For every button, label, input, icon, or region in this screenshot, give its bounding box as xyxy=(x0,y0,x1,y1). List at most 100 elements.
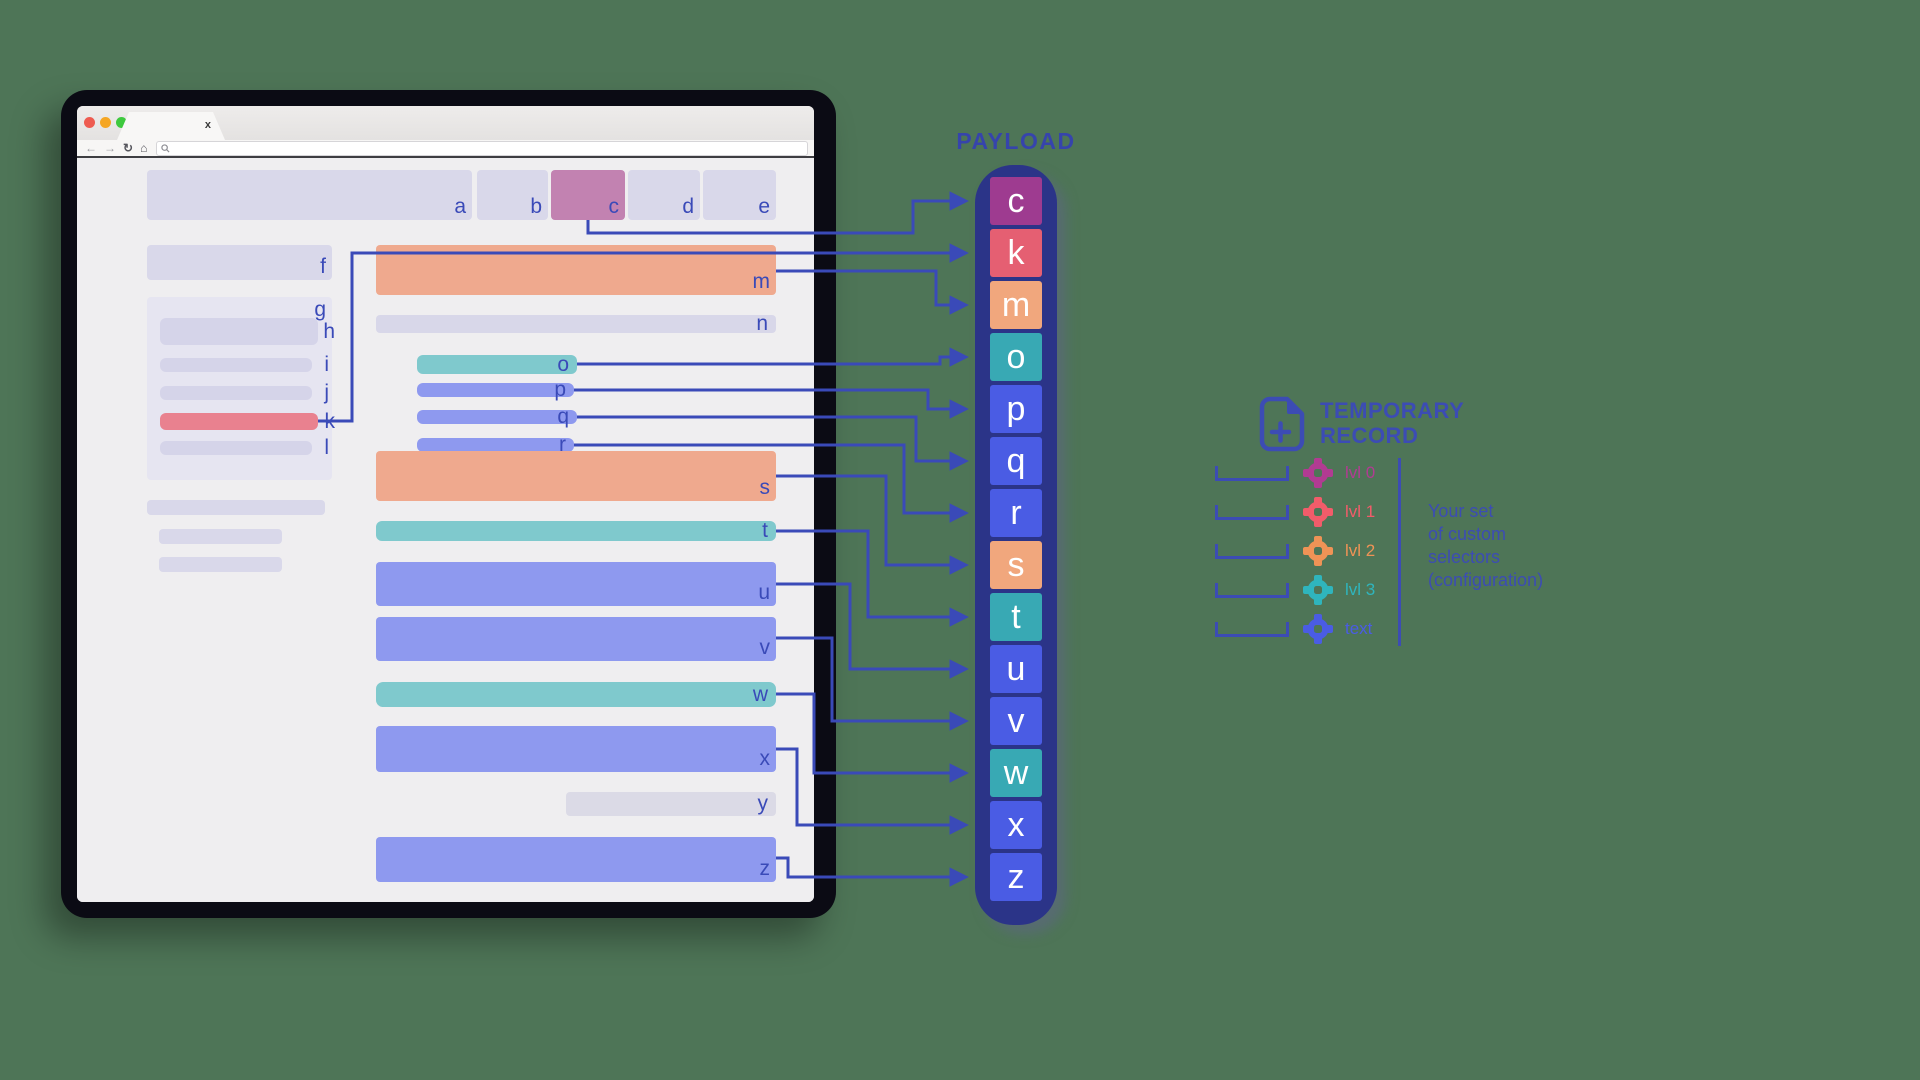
page-block-r: r xyxy=(417,433,574,456)
payload-item-c: c xyxy=(990,177,1042,225)
page-block-t: t xyxy=(376,519,776,542)
page-block-d: d xyxy=(628,170,700,220)
payload-item-u: u xyxy=(990,645,1042,693)
page-block-b: b xyxy=(477,170,548,220)
sidebar-bar xyxy=(159,557,282,572)
page-block-o: o xyxy=(417,352,577,376)
page-block-p: p xyxy=(417,378,574,401)
block-label-q: q xyxy=(557,405,569,428)
block-label-y: y xyxy=(757,792,769,815)
back-icon[interactable]: ← xyxy=(85,141,97,155)
page-block-m: m xyxy=(376,245,776,295)
payload-item-x: x xyxy=(990,801,1042,849)
close-traffic-light-icon[interactable] xyxy=(84,117,95,128)
block-label-k: k xyxy=(324,409,336,433)
block-label-e: e xyxy=(758,195,770,218)
block-label-c: c xyxy=(608,195,620,218)
page-block-e: e xyxy=(703,170,776,220)
page-block-v: v xyxy=(376,617,776,661)
payload-item-t: t xyxy=(990,593,1042,641)
block-label-z: z xyxy=(759,857,771,880)
browser-titlebar: x xyxy=(77,106,814,140)
legend-label-text: text xyxy=(1345,619,1373,638)
maximize-traffic-light-icon[interactable] xyxy=(116,117,127,128)
legend-label-lvl3: lvl 3 xyxy=(1345,580,1376,599)
payload-item-v: v xyxy=(990,697,1042,745)
selector-target-icon-text xyxy=(1303,614,1333,644)
legend-divider xyxy=(1398,458,1401,646)
search-icon xyxy=(161,143,170,153)
legend-bracket xyxy=(1215,622,1289,637)
payload-item-s: s xyxy=(990,541,1042,589)
legend-bracket xyxy=(1215,466,1289,481)
block-label-v: v xyxy=(759,636,771,659)
selector-target-icon-lvl0 xyxy=(1303,458,1333,488)
page-block-f: f xyxy=(147,245,332,280)
block-label-b: b xyxy=(530,195,542,218)
legend-note: Your set of custom selectors (configurat… xyxy=(1428,501,1544,590)
block-label-t: t xyxy=(762,519,768,542)
page-block-z: z xyxy=(376,837,776,882)
page-block-i: i xyxy=(160,353,329,376)
block-label-w: w xyxy=(752,682,768,706)
payload-item-p: p xyxy=(990,385,1042,433)
reload-icon[interactable]: ↻ xyxy=(123,141,134,155)
tab-close-icon[interactable]: x xyxy=(204,119,211,131)
selector-target-icon-lvl1 xyxy=(1303,497,1333,527)
page-block-n: n xyxy=(376,312,776,335)
legend-bracket xyxy=(1215,505,1289,520)
block-label-l: l xyxy=(324,436,329,459)
selector-target-icon-lvl2 xyxy=(1303,536,1333,566)
payload-container: c k m o p q r s t u v w x z xyxy=(975,165,1057,925)
legend-label-lvl0: lvl 0 xyxy=(1345,463,1376,482)
block-label-n: n xyxy=(756,312,768,335)
page-block-y: y xyxy=(566,792,776,816)
forward-icon[interactable]: → xyxy=(104,141,116,155)
page-block-q: q xyxy=(417,405,577,428)
page-block-s: s xyxy=(376,451,776,501)
block-label-j: j xyxy=(324,381,329,404)
block-label-d: d xyxy=(682,195,694,218)
block-label-i: i xyxy=(324,353,329,376)
page-block-j: j xyxy=(160,381,329,404)
block-label-u: u xyxy=(758,581,770,604)
page-block-x: x xyxy=(376,726,776,772)
legend-label-lvl2: lvl 2 xyxy=(1345,541,1376,560)
block-label-x: x xyxy=(759,747,771,770)
sidebar-bar xyxy=(147,500,325,515)
payload-title: PAYLOAD xyxy=(956,128,1076,154)
block-label-p: p xyxy=(554,378,566,401)
block-label-f: f xyxy=(320,255,326,278)
selector-target-icon-lvl3 xyxy=(1303,575,1333,605)
block-label-h: h xyxy=(323,319,335,343)
block-label-m: m xyxy=(752,270,771,293)
page-block-h: h xyxy=(160,318,335,345)
block-label-g: g xyxy=(314,298,326,321)
block-label-s: s xyxy=(759,476,771,499)
block-label-r: r xyxy=(559,433,566,456)
payload-item-o: o xyxy=(990,333,1042,381)
page-block-a: a xyxy=(147,170,472,220)
legend-bracket xyxy=(1215,583,1289,598)
address-bar-input[interactable] xyxy=(156,140,808,156)
minimize-traffic-light-icon[interactable] xyxy=(100,117,111,128)
payload-item-r: r xyxy=(990,489,1042,537)
block-label-o: o xyxy=(557,352,569,376)
page-block-w: w xyxy=(376,682,776,707)
payload-item-w: w xyxy=(990,749,1042,797)
temporary-record-document-icon xyxy=(1259,396,1305,452)
payload-item-k: k xyxy=(990,229,1042,277)
home-icon[interactable]: ⌂ xyxy=(140,141,148,155)
traffic-lights xyxy=(84,117,127,128)
page-block-l: l xyxy=(160,436,329,459)
payload-item-z: z xyxy=(990,853,1042,901)
legend-label-lvl1: lvl 1 xyxy=(1345,502,1376,521)
payload-item-m: m xyxy=(990,281,1042,329)
legend-title: TEMPORARY RECORD xyxy=(1320,398,1465,448)
block-label-a: a xyxy=(454,195,466,218)
browser-tab[interactable]: x xyxy=(117,112,225,140)
sidebar-bar xyxy=(159,529,282,544)
page-block-c-highlighted: c xyxy=(551,170,625,220)
page-block-k-highlighted: k xyxy=(160,410,335,433)
